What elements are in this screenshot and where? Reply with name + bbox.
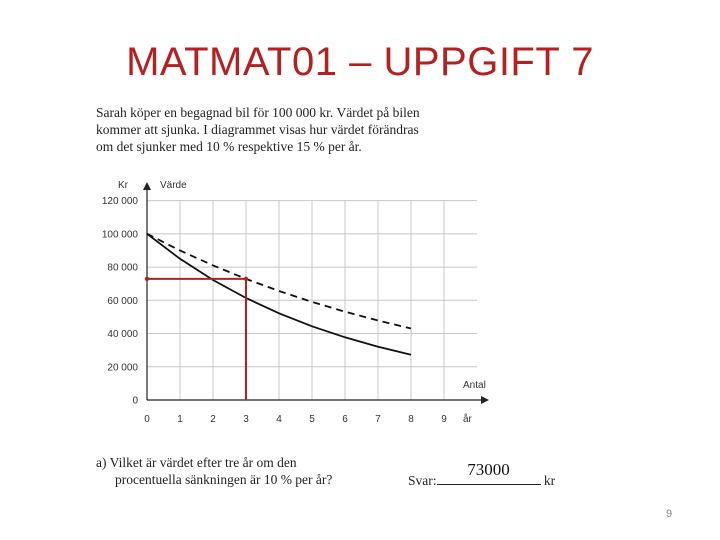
value-chart: 0 20 000 40 000 60 000 80 000 100 000 120 000 0… (102, 180, 489, 425)
y-axis-label: Värde (160, 180, 187, 191)
intro-line: Sarah köper en begagnad bil för 100 000 … (96, 105, 420, 120)
answer-field[interactable]: 73000 (436, 460, 541, 485)
intro-line: om det sjunker med 10 % respektive 15 % … (96, 139, 362, 154)
y-tick-label: 40 000 (107, 329, 138, 340)
series-line-dashed (146, 232, 412, 330)
y-axis-arrow (143, 182, 151, 190)
answer-prefix: Svar: (408, 473, 437, 488)
x-tick-label: 4 (276, 414, 282, 425)
x-tick-label: 9 (441, 414, 447, 425)
x-axis-label: år (463, 413, 473, 425)
question-a: a) Vilket är värdet efter tre år om den … (96, 454, 396, 488)
question-label: a) (96, 455, 107, 470)
intro-line: kommer att sjunka. I diagrammet visas hu… (96, 122, 419, 137)
x-axis-arrow (481, 396, 489, 404)
annotation-point (243, 276, 249, 282)
x-tick-label: 3 (243, 414, 249, 425)
y-tick-label: 0 (132, 396, 138, 407)
y-tick-label: 120 000 (102, 196, 139, 207)
y-tick-label: 60 000 (107, 296, 138, 307)
x-tick-label: 5 (309, 414, 315, 425)
x-tick-label: 2 (210, 414, 216, 425)
answer-value: 73000 (467, 460, 510, 479)
annotation-point (144, 276, 150, 282)
problem-intro: Sarah köper en begagnad bil för 100 000 … (96, 104, 466, 155)
x-tick-label: 7 (375, 414, 381, 425)
x-tick-label: 6 (342, 414, 348, 425)
series-line-solid (146, 233, 412, 356)
x-tick-label: 8 (408, 414, 414, 425)
page-number: 9 (666, 508, 673, 520)
question-line: procentuella sänkningen är 10 % per år? (115, 472, 333, 487)
x-tick-label: 1 (177, 414, 183, 425)
y-axis-unit: Kr (118, 180, 129, 191)
x-tick-label: 0 (144, 414, 150, 425)
y-tick-label: 100 000 (102, 229, 139, 240)
x-axis-label: Antal (463, 380, 486, 391)
y-tick-label: 80 000 (107, 263, 138, 274)
answer-row: Svar: 73000 kr (408, 460, 556, 489)
question-line: Vilket är värdet efter tre år om den (109, 455, 297, 470)
slide-title: MATMAT01 – UPPGIFT 7 (126, 40, 594, 84)
answer-unit: kr (543, 473, 556, 488)
y-tick-label: 20 000 (107, 362, 138, 373)
